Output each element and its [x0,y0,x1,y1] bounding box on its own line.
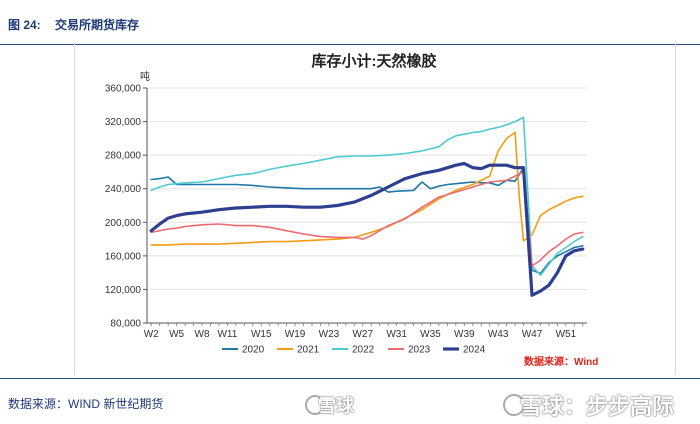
y-tick-label: 80,000 [110,319,141,330]
series-line-2024 [149,161,585,297]
figure-header: 图 24: 交易所期货库存 [0,0,700,45]
x-tick-label: W5 [169,329,184,340]
y-unit-label: 吨 [140,70,150,83]
footer-source: 数据来源：WIND 新世纪期货 [8,397,164,411]
x-tick-label: W8 [195,329,210,340]
x-tick-label: W35 [420,329,441,340]
series-lines [149,116,585,297]
x-axis-ticks: W2 W5 W8 W11 W15 W19 W23 W27 W31 W35 W39 W43 W47 W51 [144,322,587,340]
y-tick-label: 200,000 [105,218,142,229]
x-tick-label: W27 [352,329,373,340]
series-line-2021 [150,131,584,246]
y-tick-label: 120,000 [105,285,142,296]
series-line-2023 [150,171,584,267]
x-tick-label: W23 [319,329,340,340]
legend-label-2024: 2024 [463,345,486,356]
chart-title: 库存小计:天然橡胶 [312,52,437,70]
y-tick-label: 320,000 [105,117,142,128]
chart-frame [74,43,676,375]
chart-source-note: 数据来源：Wind [524,355,598,368]
x-tick-label: W11 [217,329,237,340]
legend-label-2020: 2020 [242,345,265,356]
y-axis-ticks: 80,000 120,000 160,000 200,000 240,000 280,00… [105,84,148,330]
legend-label-2023: 2023 [408,345,431,356]
x-tick-label: W51 [556,329,577,340]
y-tick-label: 240,000 [105,184,142,195]
x-tick-label: W39 [454,329,475,340]
chart-legend: 2020 2021 2022 2023 2024 [222,345,486,356]
x-tick-label: W43 [488,329,509,340]
legend-label-2022: 2022 [352,345,375,356]
legend-label-2021: 2021 [297,345,320,356]
watermark-logo-icon [503,394,525,416]
watermark-logo-icon [305,395,325,415]
inventory-line-chart: 库存小计:天然橡胶 吨 80,000 120,000 160,000 200,000 2… [105,52,599,368]
footer-divider [0,378,700,379]
figure-number: 图 24: [8,18,41,32]
y-tick-label: 280,000 [105,151,142,162]
x-tick-label: W31 [386,329,407,340]
x-tick-label: W15 [251,329,272,340]
x-tick-label: W19 [285,329,306,340]
watermark-large: 雪球：步步高际 [520,394,675,419]
x-tick-label: W2 [144,329,159,340]
figure-title: 交易所期货库存 [55,18,140,32]
watermark-small: 雪球 [318,396,354,416]
gridlines [147,87,587,324]
y-tick-label: 360,000 [105,84,142,95]
x-tick-label: W47 [522,329,543,340]
y-tick-label: 160,000 [105,251,142,262]
